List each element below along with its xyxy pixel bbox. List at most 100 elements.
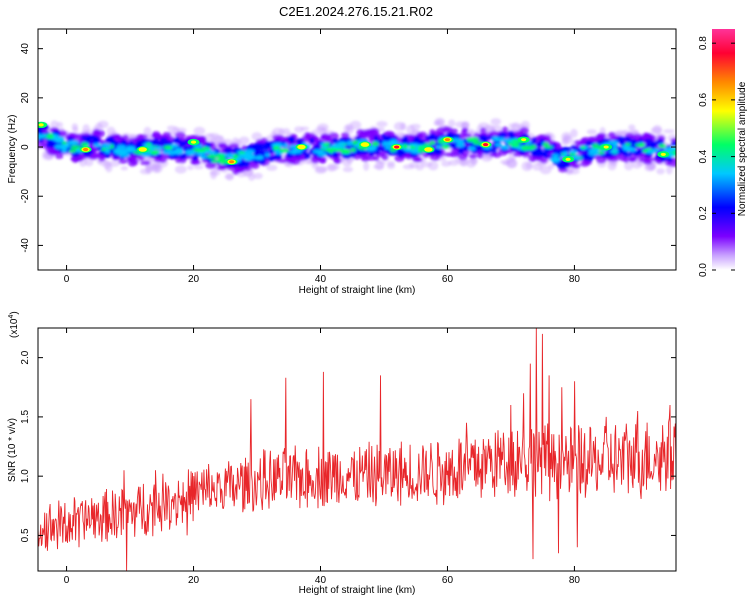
heatmap-streak-cell [528, 147, 534, 151]
spectrogram-y-tick-label: -40 [20, 238, 31, 253]
heatmap-core-cell [570, 144, 577, 149]
heatmap-streak-cell [667, 147, 675, 153]
heatmap-halo-cell [628, 124, 636, 131]
heatmap-halo-cell [644, 163, 656, 172]
heatmap-halo-cell [71, 123, 78, 131]
heatmap-band-cell [328, 132, 339, 141]
heatmap-band-cell [468, 153, 478, 159]
peak-core [190, 140, 197, 144]
heatmap-streak-cell [233, 153, 239, 159]
heatmap-streak-cell [200, 154, 208, 159]
heatmap-halo-cell [656, 168, 665, 175]
heatmap-streak-cell [113, 148, 122, 154]
snr-y-axis-label: SNR (10 * v/v) [7, 418, 18, 482]
heatmap-halo-cell [470, 157, 478, 166]
colorbar-tick-label: 0.6 [698, 92, 709, 106]
heatmap-streak-cell [317, 151, 327, 157]
heatmap-streak-cell [257, 155, 264, 160]
heatmap-streak-cell [468, 146, 476, 151]
heatmap-halo-cell [386, 160, 396, 167]
heatmap-streak-cell [93, 143, 101, 148]
heatmap-band-cell [122, 134, 129, 141]
heatmap-streak-cell [551, 153, 560, 158]
heatmap-core-cell [80, 135, 89, 140]
heatmap-streak-cell [61, 141, 67, 145]
heatmap-band-cell [190, 160, 201, 166]
heatmap-core-cell [479, 135, 488, 141]
heatmap-streak-cell [52, 137, 62, 142]
spectrogram-y-tick-label: 40 [20, 43, 31, 55]
peak-core [521, 138, 527, 142]
spectrogram-heatmap [38, 117, 676, 181]
heatmap-streak-cell [456, 142, 465, 148]
heatmap-streak-cell [46, 134, 55, 140]
heatmap-streak-cell [248, 156, 257, 160]
heatmap-streak-cell [167, 150, 177, 156]
heatmap-core-cell [257, 158, 266, 165]
heatmap-core-cell [325, 153, 334, 157]
heatmap-halo-cell [311, 163, 319, 169]
heatmap-streak-cell [61, 144, 68, 150]
heatmap-core-cell [155, 153, 163, 159]
heatmap-peaks [38, 121, 670, 165]
heatmap-halo-cell [223, 138, 233, 145]
heatmap-core-cell [655, 139, 665, 146]
snr-x-tick-label: 80 [569, 575, 581, 586]
heatmap-streak-cell [170, 143, 179, 149]
heatmap-band-cell [622, 155, 630, 164]
heatmap-core-cell [109, 139, 118, 146]
heatmap-halo-cell [511, 122, 521, 133]
heatmap-body [38, 117, 676, 181]
heatmap-core-cell [509, 134, 516, 139]
spectrogram-x-axis-label: Height of straight line (km) [299, 285, 416, 296]
colorbar: 0.0 0.2 0.4 0.6 0.8 Normalized spectral ampl… [698, 29, 748, 277]
heatmap-halo-cell [455, 121, 465, 128]
heatmap-band-cell [458, 152, 468, 161]
spectrogram-y-tick-label: -20 [20, 189, 31, 204]
heatmap-halo-cell [363, 161, 370, 171]
heatmap-halo-cell [209, 169, 221, 176]
spectrogram-x-tick-label: 0 [64, 274, 70, 285]
heatmap-core-cell [433, 148, 442, 154]
peak-core [444, 138, 451, 142]
heatmap-halo-cell [379, 160, 386, 166]
heatmap-band-cell [443, 152, 454, 157]
heatmap-streak-cell [206, 154, 218, 159]
heatmap-halo-cell [106, 126, 116, 136]
heatmap-streak-cell [562, 151, 569, 156]
heatmap-halo-cell [251, 132, 263, 141]
heatmap-halo-cell [570, 128, 578, 138]
heatmap-streak-cell [371, 141, 379, 147]
heatmap-halo-cell [314, 166, 327, 174]
spectrogram-y-axis-label: Frequency (Hz) [7, 115, 18, 184]
heatmap-halo-cell [433, 120, 441, 126]
heatmap-band-cell [569, 162, 578, 168]
heatmap-halo-cell [373, 164, 385, 169]
heatmap-streak-cell [625, 142, 632, 146]
snr-y-tick-label: 2.0 [20, 350, 31, 364]
heatmap-halo-cell [224, 174, 234, 180]
heatmap-streak-cell [652, 148, 661, 152]
snr-x-tick-label: 60 [442, 575, 454, 586]
heatmap-streak-cell [208, 151, 217, 156]
heatmap-streak-cell [622, 146, 634, 151]
heatmap-band-cell [445, 126, 453, 134]
snr-scale-text: (x104) [8, 311, 20, 338]
heatmap-core-cell [38, 129, 43, 136]
heatmap-streak-cell [551, 157, 560, 163]
heatmap-halo-cell [145, 165, 152, 175]
heatmap-band-cell [45, 146, 55, 153]
snr-axes: 0 20 40 60 80 0.5 1.0 1.5 2.0 [20, 328, 676, 586]
heatmap-halo-cell [490, 118, 502, 125]
heatmap-halo-cell [50, 120, 59, 130]
heatmap-halo-cell [506, 158, 517, 168]
heatmap-core-cell [564, 163, 571, 168]
heatmap-streak-cell [412, 143, 419, 147]
heatmap-band-cell [205, 162, 217, 169]
heatmap-streak-cell [429, 140, 436, 145]
heatmap-band-cell [381, 154, 389, 161]
heatmap-band-cell [175, 131, 186, 139]
heatmap-streak-cell [365, 146, 377, 152]
spectrogram-y-tick-label: 20 [20, 92, 31, 104]
